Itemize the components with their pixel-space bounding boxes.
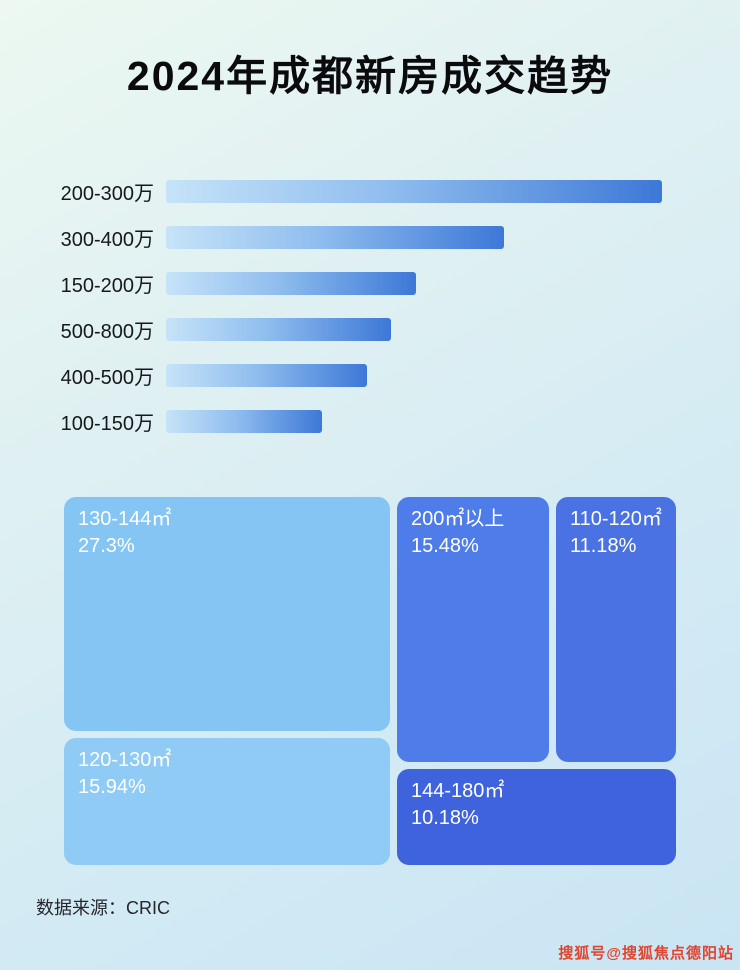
bar-row: 400-500万 bbox=[40, 364, 662, 389]
bar-track bbox=[166, 226, 662, 249]
treemap-block-200-plus: 200㎡以上 15.48% bbox=[397, 497, 549, 762]
bar-track bbox=[166, 272, 662, 295]
bar-track bbox=[166, 318, 662, 341]
bar-track bbox=[166, 410, 662, 433]
bar bbox=[166, 410, 323, 433]
bar-category-label: 500-800万 bbox=[60, 321, 154, 343]
bar-track bbox=[166, 180, 662, 203]
watermark-text: 搜狐号@搜狐焦点德阳站 bbox=[558, 945, 734, 962]
treemap-block-label: 130-144㎡ bbox=[78, 508, 172, 530]
treemap-block-144-180: 144-180㎡ 10.18% bbox=[397, 769, 676, 865]
page-title: 2024年成都新房成交趋势 bbox=[126, 53, 614, 99]
treemap-block-percent: 15.48% bbox=[411, 535, 479, 557]
treemap-block-percent: 27.3% bbox=[78, 535, 135, 557]
treemap-block-120-130: 120-130㎡ 15.94% bbox=[64, 738, 390, 865]
treemap-block-label: 200㎡以上 bbox=[411, 508, 505, 530]
bar-category-label: 100-150万 bbox=[60, 413, 154, 435]
bar-category-label: 300-400万 bbox=[60, 229, 154, 251]
area-size-treemap: 130-144㎡ 27.3% 200㎡以上 15.48% 110-120㎡ 11… bbox=[64, 497, 676, 865]
bar-row: 200-300万 bbox=[40, 180, 662, 205]
treemap-block-percent: 15.94% bbox=[78, 776, 146, 798]
bar-category-label: 400-500万 bbox=[60, 367, 154, 389]
treemap-block-label: 110-120㎡ bbox=[570, 508, 662, 530]
treemap-block-label: 144-180㎡ bbox=[411, 780, 505, 802]
bar-category-label: 200-300万 bbox=[60, 183, 154, 205]
bar bbox=[166, 272, 417, 295]
bar-row: 300-400万 bbox=[40, 226, 662, 251]
bar bbox=[166, 364, 368, 387]
bar-track bbox=[166, 364, 662, 387]
bar-row: 500-800万 bbox=[40, 318, 662, 343]
treemap-block-percent: 11.18% bbox=[570, 535, 637, 557]
bar bbox=[166, 180, 662, 203]
treemap-block-percent: 10.18% bbox=[411, 807, 479, 829]
bar-row: 150-200万 bbox=[40, 272, 662, 297]
data-source-label: 数据来源：CRIC bbox=[36, 898, 170, 918]
bar-row: 100-150万 bbox=[40, 410, 662, 435]
treemap-block-110-120: 110-120㎡ 11.18% bbox=[556, 497, 676, 762]
treemap-block-label: 120-130㎡ bbox=[78, 749, 172, 771]
treemap-block-130-144: 130-144㎡ 27.3% bbox=[64, 497, 390, 731]
price-segment-bar-chart: 200-300万 300-400万 150-200万 500-800万 400- bbox=[40, 180, 662, 456]
bar-category-label: 150-200万 bbox=[60, 275, 154, 297]
bar bbox=[166, 318, 391, 341]
bar bbox=[166, 226, 504, 249]
